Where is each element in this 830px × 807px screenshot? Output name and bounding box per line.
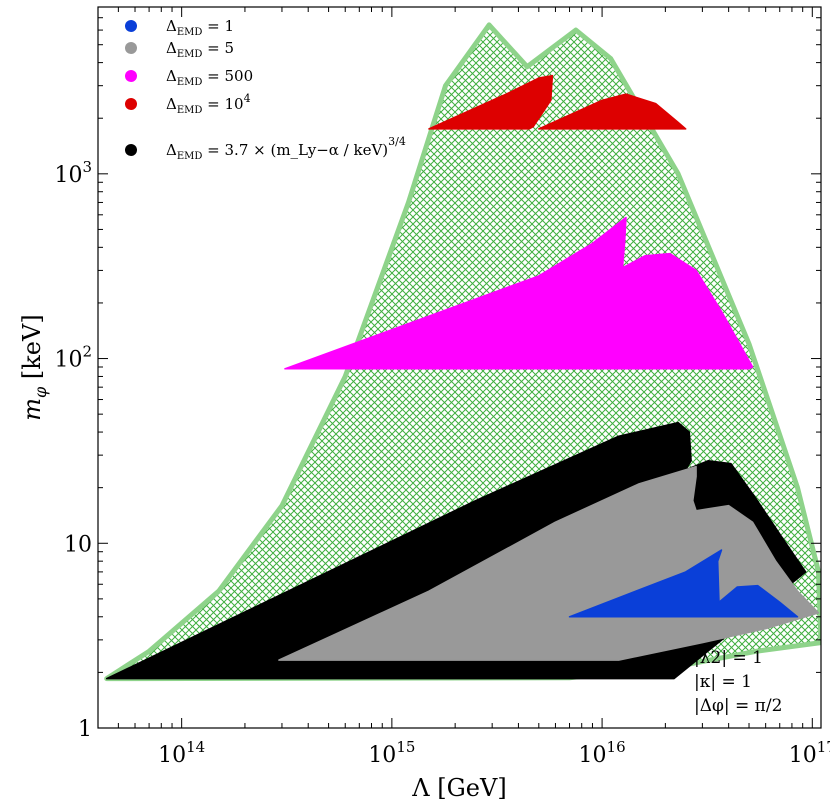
annotation-line: |κ| = 1 [694,672,752,692]
legend-label: ΔEMD = 500 [166,67,253,88]
y-axis-label: mφ [keV] [18,314,50,420]
region-6 [538,93,687,130]
y-tick-label: 10 [64,532,92,557]
legend-label: ΔEMD = 104 [166,92,251,116]
legend-marker [125,144,137,156]
region-3 [568,549,799,618]
annotations: |λ2| = 1 |κ| = 1 |Δφ| = π/2 [694,648,782,716]
annotation-line: |λ2| = 1 [694,648,763,668]
y-tick-label: 102 [54,343,92,373]
annotation-line: |Δφ| = π/2 [694,696,782,716]
legend-marker [125,20,137,32]
y-tick-label: 103 [54,158,92,188]
legend-label: ΔEMD = 3.7 × (m_Ly−α / keV)3/4 [166,135,406,162]
x-axis-label: Λ [GeV] [411,774,506,802]
legend-label: ΔEMD = 1 [166,17,234,38]
axis-labels: Λ [GeV] mφ [keV] [18,314,507,802]
axis-ticks: 1014 1015 1016 1017 1 10 102 103 [54,6,830,768]
x-tick-label: 1014 [158,738,205,768]
region-5 [428,74,554,130]
legend-label: ΔEMD = 5 [166,39,234,60]
x-tick-label: 1015 [368,738,415,768]
region-4 [284,216,754,370]
legend-marker [125,98,137,110]
plot-regions [104,22,821,682]
legend-marker [125,42,137,54]
legend-marker [125,70,137,82]
x-tick-label: 1016 [579,738,626,768]
y-tick-label: 1 [78,717,92,742]
x-tick-label: 1017 [789,738,830,768]
